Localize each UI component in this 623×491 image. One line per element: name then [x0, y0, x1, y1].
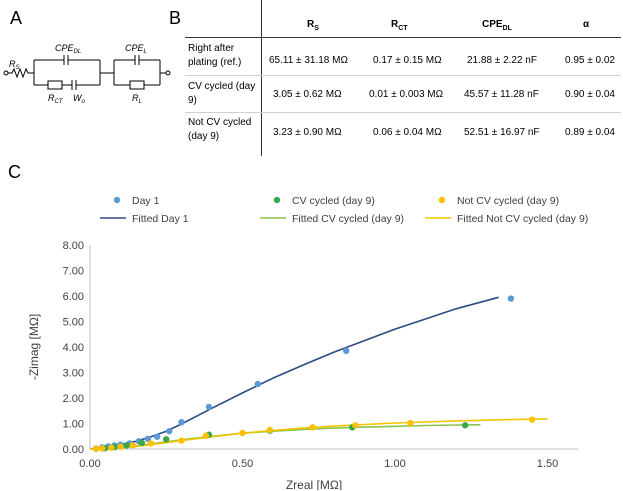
data-point: [166, 427, 173, 435]
data-point: [92, 445, 100, 452]
data-point: [117, 443, 124, 450]
data-point: [153, 433, 161, 440]
legend-label: Fitted Day 1: [132, 213, 189, 225]
y-tick-label: 4.00: [63, 342, 84, 354]
cell-alpha: 0.90 ± 0.04: [565, 89, 615, 100]
y-tick-label: 8.00: [63, 240, 84, 252]
data-point: [99, 445, 106, 452]
x-tick-label: 1.00: [384, 458, 405, 470]
row-label: CV cycled (day 9): [188, 81, 256, 106]
data-point: [343, 347, 350, 355]
y-axis-label: -Zimag [MΩ]: [27, 314, 41, 380]
header-cpe-dl: CPEDL: [482, 19, 512, 32]
data-point: [147, 440, 155, 447]
cell-rs: 3.23 ± 0.90 MΩ: [273, 127, 342, 138]
data-point: [254, 380, 261, 388]
x-axis-label: Zreal [MΩ]: [286, 478, 342, 490]
cell-rct: 0.01 ± 0.003 MΩ: [369, 89, 444, 100]
data-point: [163, 436, 170, 443]
x-tick-label: 0.00: [79, 458, 100, 470]
legend-label: Day 1: [132, 195, 160, 207]
data-point: [461, 422, 469, 429]
data-point: [202, 432, 210, 439]
data-point: [138, 439, 146, 447]
cell-alpha: 0.95 ± 0.02: [565, 55, 615, 66]
cell-rct: 0.17 ± 0.15 MΩ: [373, 55, 442, 66]
row-label: Right after plating (ref.): [188, 43, 242, 68]
label-rct: RCT: [48, 93, 64, 105]
y-tick-label: 7.00: [63, 266, 84, 278]
y-tick-label: 0.00: [63, 444, 84, 456]
data-point: [144, 435, 152, 442]
data-point: [352, 422, 359, 429]
cell-cpe: 45.57 ± 11.28 nF: [464, 89, 539, 100]
y-tick-label: 2.00: [63, 393, 84, 405]
legend-label: Not CV cycled (day 9): [457, 195, 559, 207]
cell-rct: 0.06 ± 0.04 MΩ: [373, 127, 442, 138]
cell-rs: 3.05 ± 0.62 MΩ: [273, 89, 342, 100]
label-rl: RL: [132, 93, 142, 105]
header-alpha: α: [583, 19, 590, 30]
header-rs: RS: [307, 19, 319, 32]
x-tick-label: 0.50: [232, 458, 253, 470]
legend-label: CV cycled (day 9): [292, 195, 375, 207]
cell-rs: 65.11 ± 31.18 MΩ: [269, 55, 348, 66]
data-point: [178, 437, 185, 444]
x-tick-label: 1.50: [537, 458, 558, 470]
legend-marker: [113, 196, 121, 204]
data-point: [205, 403, 213, 411]
parameter-table: RS RCT CPEDL α Right after plating (ref.…: [185, 0, 621, 156]
cell-cpe: 21.88 ± 2.22 nF: [467, 55, 537, 66]
data-point: [123, 442, 130, 449]
data-point: [407, 419, 414, 427]
data-point: [507, 295, 515, 302]
data-point: [108, 444, 115, 451]
nyquist-chart: 0.00 1.00 2.00 3.00 4.00 5.00 6.00 7.00 8.00 0.00…: [27, 195, 588, 490]
table-divider: [261, 0, 262, 156]
legend-marker: [438, 196, 446, 204]
label-cpe-dl: CPEDL: [55, 43, 81, 55]
legend-marker: [273, 196, 281, 204]
series-line: [89, 296, 499, 450]
table-row-rule: [185, 112, 621, 113]
label-wo: Wo: [73, 93, 86, 105]
panel-label-b: B: [169, 8, 182, 28]
panel-label-c: C: [8, 162, 21, 182]
data-point: [239, 429, 246, 437]
cell-alpha: 0.89 ± 0.04: [565, 127, 615, 138]
y-tick-label: 5.00: [63, 317, 84, 329]
data-point: [309, 424, 316, 431]
table-header-rule: [185, 37, 621, 38]
data-point: [129, 441, 136, 449]
y-tick-label: 3.00: [63, 368, 84, 380]
row-label: Not CV cycled (day 9): [188, 117, 252, 142]
legend-label: Fitted Not CV cycled (day 9): [457, 213, 588, 225]
y-tick-label: 6.00: [63, 291, 84, 303]
equivalent-circuit: RS CPEDL RCT Wo CPEL RL: [3, 43, 171, 105]
panel-label-a: A: [10, 8, 23, 28]
data-point: [529, 416, 536, 423]
label-rs: RS: [9, 59, 20, 71]
legend-label: Fitted CV cycled (day 9): [292, 213, 404, 225]
table-row-rule: [185, 75, 621, 76]
data-point: [178, 419, 185, 426]
y-tick-label: 1.00: [63, 419, 84, 431]
header-rct: RCT: [391, 19, 408, 32]
label-cpe-l: CPEL: [125, 43, 147, 55]
cell-cpe: 52.51 ± 16.97 nF: [464, 127, 540, 138]
data-point: [266, 426, 274, 434]
